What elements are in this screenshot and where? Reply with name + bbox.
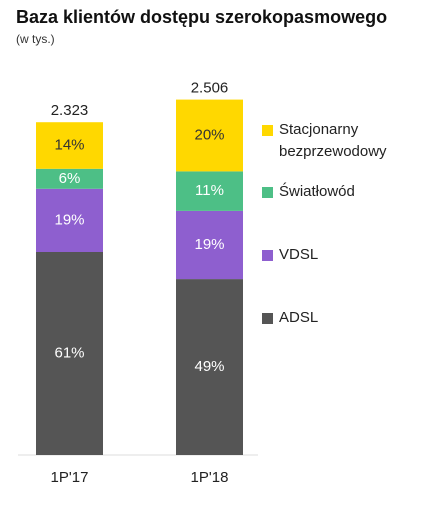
value-label: 19% — [194, 236, 224, 253]
legend-label: VDSL — [279, 246, 319, 263]
legend-item: VDSL — [262, 244, 442, 266]
legend-swatch — [262, 125, 273, 136]
chart-subtitle: (w tys.) — [16, 32, 55, 46]
total-label: 2.323 — [51, 102, 89, 119]
legend-swatch — [262, 313, 273, 324]
legend-label: ADSL — [279, 309, 319, 326]
legend-label: Stacjonarny bezprzewodowy — [279, 121, 387, 160]
legend-item: Światłowód — [262, 181, 442, 203]
legend-swatch — [262, 250, 273, 261]
legend-swatch — [262, 187, 273, 198]
legend-item: ADSL — [262, 307, 442, 329]
total-label: 2.506 — [191, 80, 229, 97]
chart-title: Baza klientów dostępu szerokopasmowego — [16, 7, 387, 27]
bar-segment — [176, 99, 243, 172]
bar-segment — [36, 168, 103, 189]
bar-segment — [176, 279, 243, 455]
bar-segment — [36, 188, 103, 253]
value-label: 6% — [59, 170, 81, 187]
value-label: 49% — [194, 358, 224, 375]
value-label: 20% — [194, 126, 224, 143]
value-label: 14% — [54, 136, 84, 153]
legend-label: Światłowód — [279, 183, 355, 200]
x-tick-label: 1P'18 — [191, 469, 229, 486]
value-label: 61% — [54, 344, 84, 361]
bar-segment — [176, 210, 243, 280]
value-label: 11% — [195, 182, 224, 199]
bar-segment — [36, 252, 103, 455]
bar-segment — [36, 122, 103, 169]
value-label: 19% — [54, 211, 84, 228]
legend-item: Stacjonarny bezprzewodowy — [262, 119, 442, 163]
x-tick-label: 1P'17 — [51, 469, 89, 486]
bar-segment — [176, 171, 243, 211]
